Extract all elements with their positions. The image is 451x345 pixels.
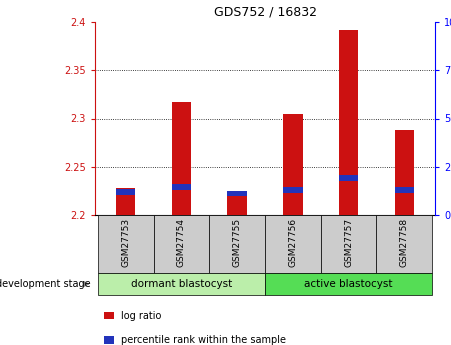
Bar	[395, 130, 414, 215]
Text: log ratio: log ratio	[121, 311, 161, 321]
Bar	[395, 187, 414, 193]
Text: GSM27755: GSM27755	[233, 218, 242, 267]
Text: GSM27753: GSM27753	[121, 218, 130, 267]
Bar	[227, 191, 247, 215]
Text: GDS752 / 16832: GDS752 / 16832	[213, 6, 317, 19]
Bar	[339, 176, 359, 181]
Bar	[172, 184, 191, 190]
Text: GSM27758: GSM27758	[400, 218, 409, 267]
Bar	[227, 191, 247, 196]
Bar	[339, 30, 359, 215]
Bar	[153, 215, 209, 273]
Bar	[116, 189, 135, 195]
Text: dormant blastocyst: dormant blastocyst	[131, 279, 232, 289]
Bar	[116, 188, 135, 215]
Bar	[283, 187, 303, 193]
Text: GSM27754: GSM27754	[177, 218, 186, 267]
Bar	[209, 215, 265, 273]
Text: active blastocyst: active blastocyst	[304, 279, 393, 289]
Bar	[283, 114, 303, 215]
Bar	[377, 215, 432, 273]
Bar	[265, 273, 432, 295]
Bar	[265, 215, 321, 273]
Bar	[98, 215, 153, 273]
Bar	[172, 102, 191, 215]
Text: GSM27756: GSM27756	[288, 218, 297, 267]
Bar	[321, 215, 377, 273]
Text: development stage: development stage	[0, 279, 91, 289]
Text: percentile rank within the sample: percentile rank within the sample	[121, 335, 285, 345]
Bar	[98, 273, 265, 295]
Text: GSM27757: GSM27757	[344, 218, 353, 267]
